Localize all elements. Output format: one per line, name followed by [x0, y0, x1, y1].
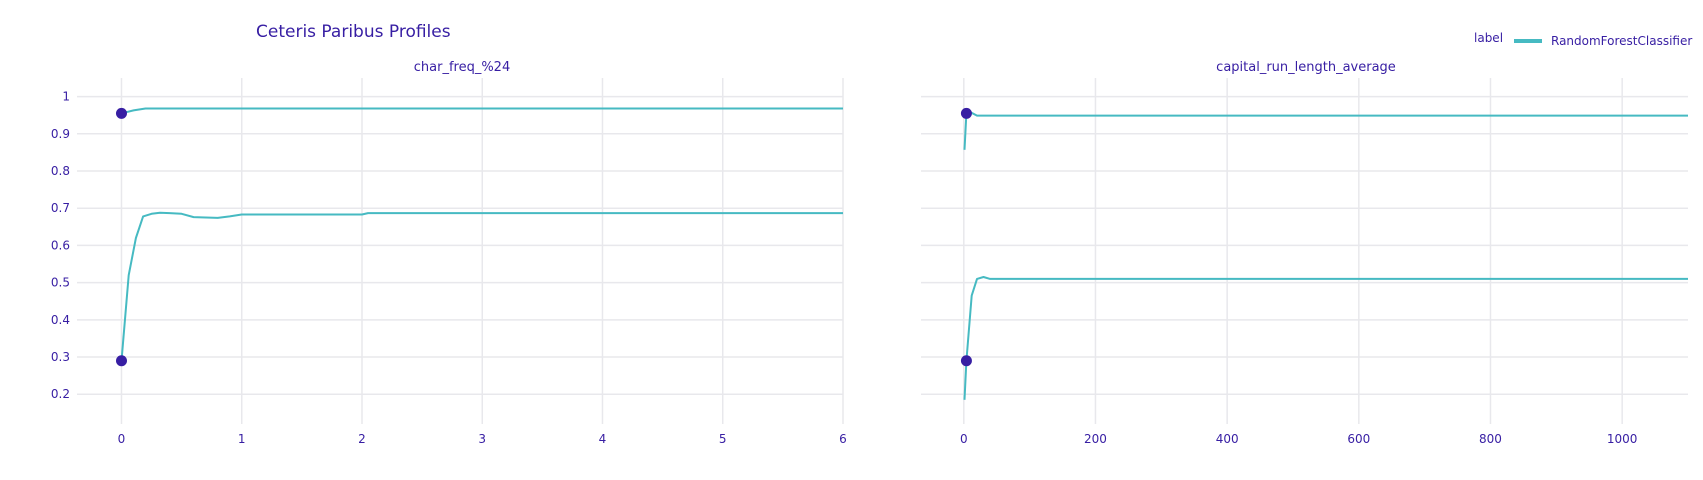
x-tick-label: 800	[1479, 432, 1502, 446]
y-axis: 0.2 0.3 0.4 0.5 0.6 0.7 0.8 0.9 1	[51, 90, 70, 402]
y-tick-label: 0.5	[51, 276, 70, 290]
observation-point-2	[960, 355, 972, 367]
y-tick-label: 0.7	[51, 201, 70, 215]
x-tick-label: 400	[1216, 432, 1239, 446]
chart-title: Ceteris Paribus Profiles	[256, 22, 451, 42]
panel-subtitle-char-freq-24: char_freq_%24	[414, 60, 510, 75]
panel-subtitle-capital-run-length-average: capital_run_length_average	[1216, 60, 1396, 75]
legend-title: label	[1474, 31, 1503, 45]
x-tick-label: 3	[478, 432, 486, 446]
y-tick-label: 0.9	[51, 127, 70, 141]
x-tick-label: 600	[1347, 432, 1370, 446]
x-tick-label: 5	[719, 432, 727, 446]
grid	[77, 78, 844, 424]
grid	[921, 78, 1688, 424]
x-tick-label: 200	[1084, 432, 1107, 446]
x-tick-label: 0	[118, 432, 126, 446]
x-tick-label: 0	[960, 432, 968, 446]
panel-capital-run-length-average: capital_run_length_average 0 200 400 600 800…	[921, 60, 1688, 446]
x-tick-label: 1	[238, 432, 246, 446]
y-tick-label: 1	[62, 90, 70, 104]
profile-line-2	[120, 211, 843, 361]
x-tick-label: 4	[599, 432, 607, 446]
profile-line-1	[121, 107, 843, 115]
x-tick-label: 6	[839, 432, 847, 446]
observation-point-1	[115, 107, 127, 119]
legend-label-randomforestclassifier: RandomForestClassifier	[1551, 34, 1692, 48]
profile-line-2	[963, 276, 1688, 400]
y-tick-label: 0.8	[51, 164, 70, 178]
observation-point-2	[115, 355, 127, 367]
observation-point-1	[960, 107, 972, 119]
panel-char-freq-24: char_freq_%24 0 1 2 3 4 5 6	[77, 60, 847, 446]
x-tick-label: 2	[358, 432, 366, 446]
y-tick-label: 0.2	[51, 387, 70, 401]
y-tick-label: 0.3	[51, 350, 70, 364]
legend: label RandomForestClassifier	[1474, 31, 1692, 48]
y-tick-label: 0.6	[51, 238, 70, 252]
x-tick-label: 1000	[1607, 432, 1638, 446]
profile-line-1	[963, 111, 1688, 150]
y-tick-label: 0.4	[51, 313, 70, 327]
